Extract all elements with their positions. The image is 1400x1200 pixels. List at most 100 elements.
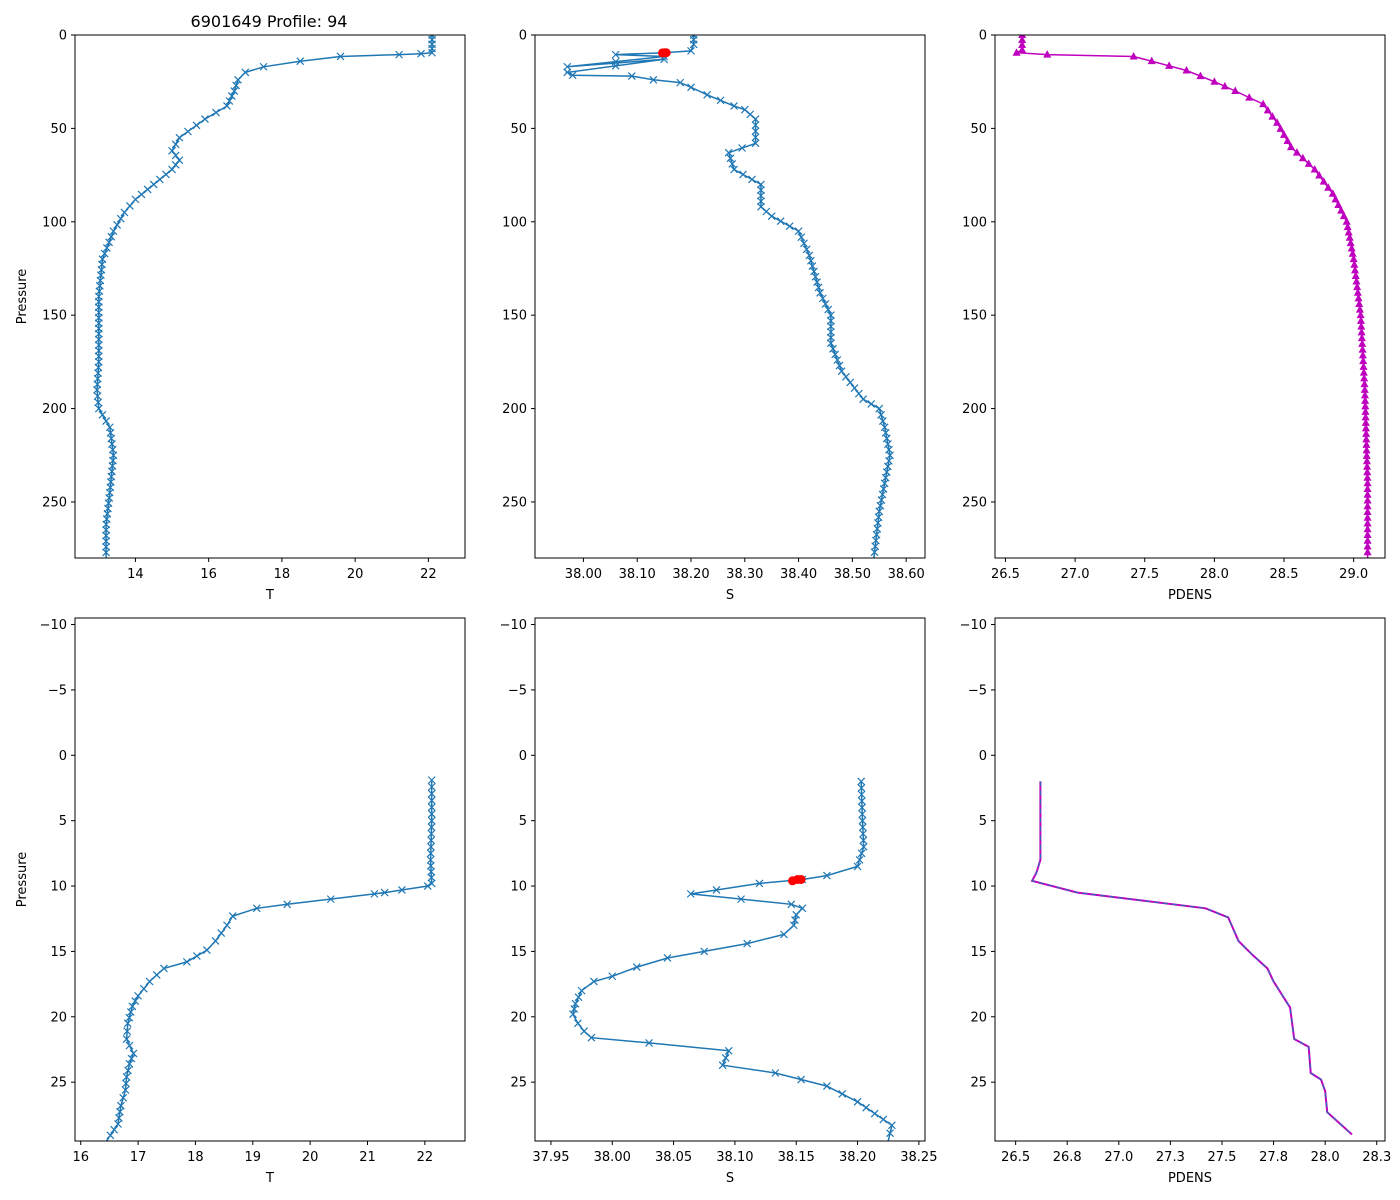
top-temperature-ytick-label: 200 <box>42 402 67 417</box>
bottom-salinity-ytick-label: 5 <box>519 814 527 829</box>
top-density-marker <box>1359 368 1368 376</box>
top-temperature-marker <box>94 352 103 361</box>
bottom-temperature-ytick-label: 15 <box>50 945 67 960</box>
bottom-salinity-marker <box>780 930 788 939</box>
top-salinity-highlight-marker <box>661 48 671 58</box>
top-temperature-marker <box>227 92 236 100</box>
bottom-density-line <box>1030 781 1353 1136</box>
top-density-marker <box>1018 45 1027 53</box>
top-temperature-xtick-label: 22 <box>420 567 437 582</box>
top-density-marker <box>1363 507 1372 516</box>
top-salinity-marker <box>730 165 738 174</box>
bottom-temperature-marker <box>127 1054 136 1063</box>
top-salinity-marker <box>751 121 760 130</box>
top-salinity-marker <box>689 40 698 49</box>
bottom-salinity-ytick-label: 20 <box>510 1010 527 1025</box>
top-temperature-marker <box>149 180 158 189</box>
bottom-density-xtick-label: 27.8 <box>1259 1150 1288 1165</box>
top-density-marker <box>1360 390 1369 399</box>
bottom-salinity-marker <box>857 784 866 792</box>
bottom-temperature-xlabel: T <box>265 1171 274 1186</box>
bottom-salinity-marker <box>838 1090 847 1098</box>
top-salinity-marker <box>821 300 830 308</box>
top-temperature-plot-area <box>93 35 436 558</box>
top-salinity-marker <box>877 410 885 419</box>
bottom-salinity-marker <box>580 1027 588 1036</box>
top-salinity-line <box>564 35 891 558</box>
top-density-marker <box>1334 200 1343 208</box>
bottom-salinity-marker <box>859 836 868 845</box>
top-salinity-xtick-label: 38.50 <box>834 567 871 582</box>
bottom-density-xtick-label: 26.5 <box>1001 1150 1030 1165</box>
top-density-marker <box>1358 345 1367 353</box>
bottom-salinity-marker <box>886 1129 894 1138</box>
top-density-marker <box>1147 56 1156 65</box>
bottom-temperature-marker <box>121 1086 130 1094</box>
bottom-temperature-marker <box>125 1013 134 1022</box>
top-density-marker <box>1363 462 1372 470</box>
bottom-temperature-axes: 16 17 18 19 20 21 22 −10 −5 0 5 10 15 20 25 T Pressure <box>15 617 466 1186</box>
top-density-line <box>1013 35 1369 558</box>
bottom-temperature-ytick-label: 10 <box>50 880 67 895</box>
top-density-marker <box>1339 211 1348 220</box>
bottom-salinity-marker <box>859 829 867 838</box>
top-density-marker <box>1357 327 1366 336</box>
bottom-density-ytick-label: 0 <box>979 749 987 764</box>
top-salinity-marker <box>824 305 833 314</box>
bottom-salinity-marker <box>887 1121 896 1130</box>
bottom-salinity-ytick-label: 0 <box>519 749 527 764</box>
top-salinity-marker <box>748 175 756 184</box>
top-density-ytick-label: 50 <box>970 122 987 137</box>
top-salinity-marker <box>611 61 620 70</box>
top-temperature-marker <box>296 57 305 66</box>
top-temperature-marker <box>131 195 140 204</box>
bottom-salinity-marker <box>724 1046 733 1055</box>
top-density-marker <box>1343 222 1352 231</box>
bottom-temperature-xtick-label: 20 <box>302 1150 319 1165</box>
top-salinity-frame <box>534 34 926 559</box>
top-temperature-marker <box>428 48 436 57</box>
top-salinity-ytick-label: 250 <box>502 495 527 510</box>
bottom-temperature-marker <box>223 921 231 930</box>
top-density-marker <box>1346 238 1355 247</box>
top-salinity-marker <box>757 197 765 206</box>
top-temperature-marker <box>94 329 103 338</box>
top-density-marker <box>1352 277 1361 285</box>
top-temperature-marker <box>102 531 111 540</box>
top-salinity-marker <box>854 389 863 398</box>
top-density-marker <box>1328 189 1337 197</box>
top-density-marker <box>1363 496 1372 504</box>
bottom-salinity-marker <box>718 1061 727 1070</box>
bottom-salinity-ytick-label: 10 <box>510 880 527 895</box>
bottom-salinity-ytick-label: 15 <box>510 945 527 960</box>
bottom-density-axes: 26.5 26.8 27.0 27.3 27.5 27.8 28.0 28.3 −10 −5 0 5 1… <box>960 617 1391 1186</box>
top-temperature-marker <box>143 185 152 194</box>
bottom-temperature-marker <box>427 873 436 882</box>
bottom-salinity-marker <box>858 816 867 825</box>
top-density-marker <box>1359 362 1368 370</box>
top-density-marker <box>1362 429 1371 437</box>
top-density-marker <box>1331 194 1340 203</box>
top-temperature-marker <box>183 127 192 136</box>
top-temperature-marker <box>105 238 113 247</box>
top-salinity-marker <box>751 133 760 142</box>
bottom-temperature-marker <box>116 1101 125 1110</box>
top-density-marker <box>1360 373 1369 382</box>
top-density-marker <box>1358 350 1367 359</box>
bottom-temperature-ytick-label: −10 <box>40 618 67 633</box>
top-salinity-marker <box>835 361 844 370</box>
bottom-density-xtick-label: 27.3 <box>1156 1150 1185 1165</box>
bottom-temperature-marker <box>159 964 168 973</box>
bottom-salinity-marker <box>721 1054 730 1062</box>
bottom-salinity-axes: 37.95 38.00 38.05 38.10 38.15 38.20 38.25 −10 −5… <box>500 617 937 1186</box>
top-density-marker <box>1349 254 1358 263</box>
bottom-salinity-xtick-label: 38.10 <box>716 1150 753 1165</box>
top-salinity-marker <box>797 233 806 242</box>
bottom-temperature-marker <box>427 782 436 791</box>
top-density-marker <box>1043 50 1052 58</box>
top-temperature-marker <box>102 548 111 557</box>
bottom-temperature-marker <box>427 796 436 805</box>
top-temperature-marker <box>192 121 201 130</box>
top-salinity-marker <box>870 548 879 557</box>
top-density-ytick-label: 250 <box>962 495 987 510</box>
